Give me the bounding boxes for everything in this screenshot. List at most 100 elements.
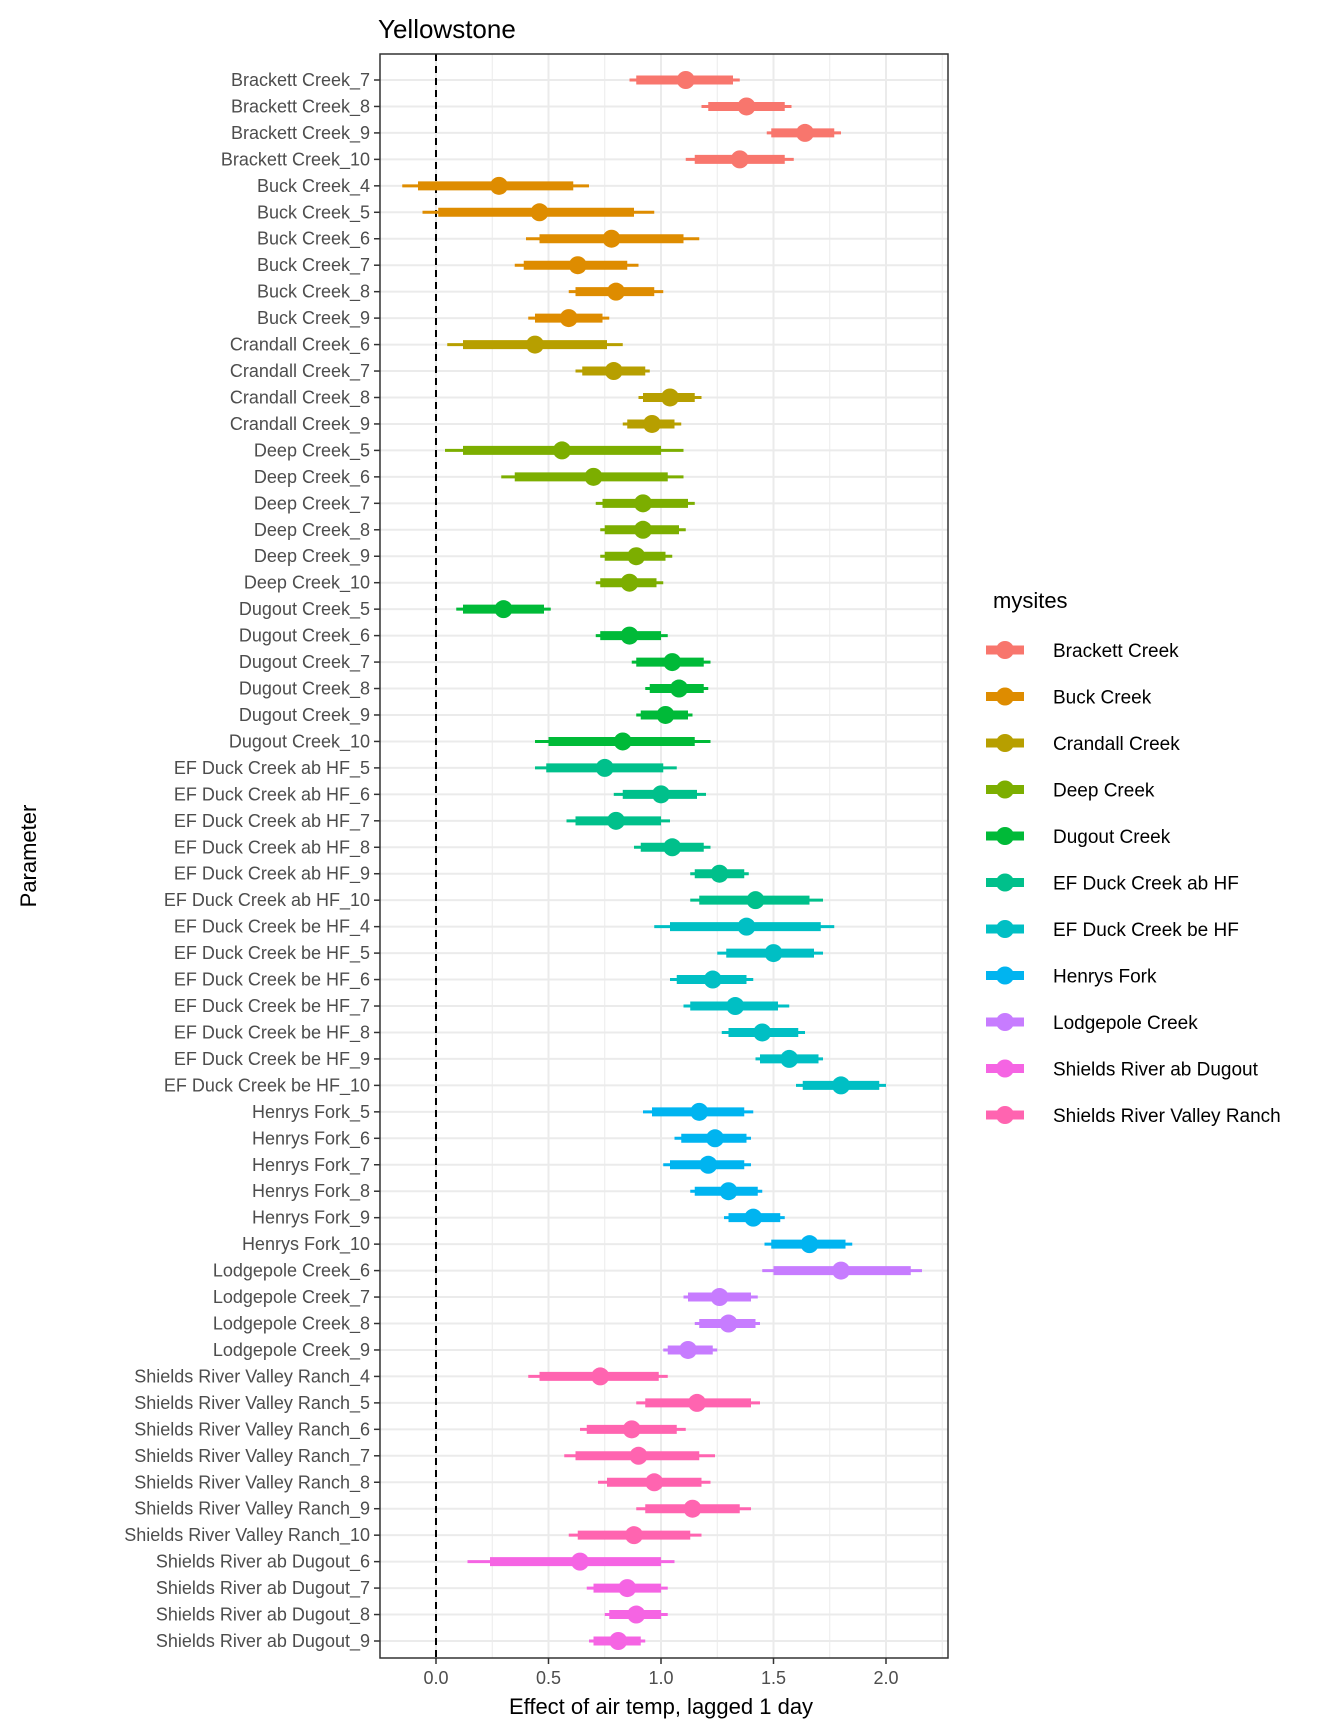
y-tick-label: Shields River Valley Ranch_8 [134,1472,370,1493]
x-tick-label: 2.0 [873,1668,898,1688]
chart-title: Yellowstone [378,14,516,44]
point-estimate [832,1076,850,1095]
interval-row [402,176,589,195]
interval-row [634,838,711,857]
interval-row [755,1049,823,1068]
point-estimate [661,388,679,407]
legend-key-dot [996,1013,1014,1031]
legend-key-dot [996,966,1014,985]
point-estimate [726,997,745,1016]
y-tick-label: Lodgepole Creek_9 [213,1340,370,1361]
point-estimate [571,1552,589,1571]
legend-item: Brackett Creek [986,641,1179,662]
y-tick-label: Deep Creek_9 [254,546,370,567]
point-estimate [710,864,729,883]
interval-row [762,1261,922,1280]
point-estimate [613,732,632,751]
y-tick-label: Buck Creek_9 [257,308,370,329]
interval-row [514,256,639,275]
point-estimate [656,705,675,724]
y-tick-label: Lodgepole Creek_6 [213,1261,370,1282]
y-tick-label: Brackett Creek_9 [231,123,370,144]
interval-row [796,1076,886,1095]
y-tick-label: Brackett Creek_8 [231,96,370,117]
point-estimate [645,1473,664,1492]
interval-row [456,600,551,619]
point-estimate [796,123,814,142]
y-tick-label: Shields River ab Dugout_8 [156,1605,370,1626]
y-tick-label: Deep Creek_6 [254,467,370,488]
y-tick-label: Buck Creek_7 [257,255,370,276]
y-tick-label: Dugout Creek_5 [239,599,370,620]
interval-row [766,123,841,142]
y-tick-label: EF Duck Creek be HF_4 [174,917,370,938]
point-estimate [625,1526,643,1545]
interval-row [422,203,655,222]
y-tick-label: Shields River Valley Ranch_6 [134,1419,370,1440]
interval-row [568,1526,702,1545]
interval-row [580,1420,686,1439]
legend-label: Henrys Fork [1053,967,1157,988]
legend-label: Buck Creek [1053,688,1152,709]
legend-item: Lodgepole Creek [986,1013,1198,1034]
interval-row [690,1182,763,1201]
interval-row [535,732,711,751]
interval-row [564,1446,715,1465]
legend-label: EF Duck Creek be HF [1053,920,1239,941]
legend-item: Buck Creek [986,687,1152,709]
point-estimate [591,1367,610,1386]
interval-row [613,785,706,804]
point-estimate [634,520,652,539]
interval-row [600,547,673,566]
y-tick-label: Henrys Fork_6 [252,1128,370,1149]
y-tick-label: EF Duck Creek ab HF_5 [174,758,370,779]
y-tick-label: Buck Creek_5 [257,202,370,223]
y-tick-label: Shields River Valley Ranch_10 [124,1525,370,1546]
legend-item: Shields River ab Dugout [986,1059,1259,1081]
interval-row [694,1314,760,1333]
point-estimate [737,97,756,116]
legend-item: Crandall Creek [986,734,1180,755]
y-tick-label: Lodgepole Creek_8 [213,1314,370,1335]
y-tick-label: Shields River Valley Ranch_4 [134,1366,370,1387]
point-estimate [753,1023,772,1042]
point-estimate [568,256,587,275]
y-tick-label: Henrys Fork_10 [242,1234,370,1255]
panel-background [380,54,948,1658]
interval-row [654,917,835,936]
interval-row [598,1473,711,1492]
y-tick-label: Crandall Creek_6 [230,335,370,356]
y-tick-label: Shields River ab Dugout_9 [156,1631,370,1652]
y-tick-label: EF Duck Creek be HF_9 [174,1049,370,1070]
plot-panel [379,53,949,1659]
point-estimate [604,362,623,381]
point-estimate [663,838,682,857]
legend-item: Henrys Fork [986,966,1157,988]
interval-row [764,1235,853,1254]
point-estimate [526,335,544,354]
interval-row [595,494,695,513]
point-estimate [706,1129,724,1148]
y-tick-label: EF Duck Creek be HF_8 [174,1022,370,1043]
point-estimate [719,1182,738,1201]
y-tick-label: Lodgepole Creek_7 [213,1287,370,1308]
legend: mysites Brackett Creek Buck Creek Crandall… [986,588,1281,1127]
point-estimate [683,1499,702,1518]
x-axis: 0.0 0.5 1.0 1.5 2.0 [423,1658,899,1688]
y-tick-label: Crandall Creek_8 [230,387,370,408]
interval-row [535,758,677,777]
point-estimate [618,1579,637,1598]
interval-row [670,970,754,989]
legend-key-dot [996,920,1014,938]
y-tick-label: Brackett Creek_7 [231,70,370,91]
y-tick-label: EF Duck Creek ab HF_7 [174,811,370,832]
y-tick-label: Deep Creek_8 [254,520,370,541]
point-estimate [620,626,639,645]
legend-label: Dugout Creek [1053,827,1171,848]
interval-row [663,1155,751,1174]
interval-row [528,1367,668,1386]
y-tick-label: Deep Creek_5 [254,440,370,461]
y-tick-label: Brackett Creek_10 [221,149,370,170]
point-estimate [764,944,783,963]
